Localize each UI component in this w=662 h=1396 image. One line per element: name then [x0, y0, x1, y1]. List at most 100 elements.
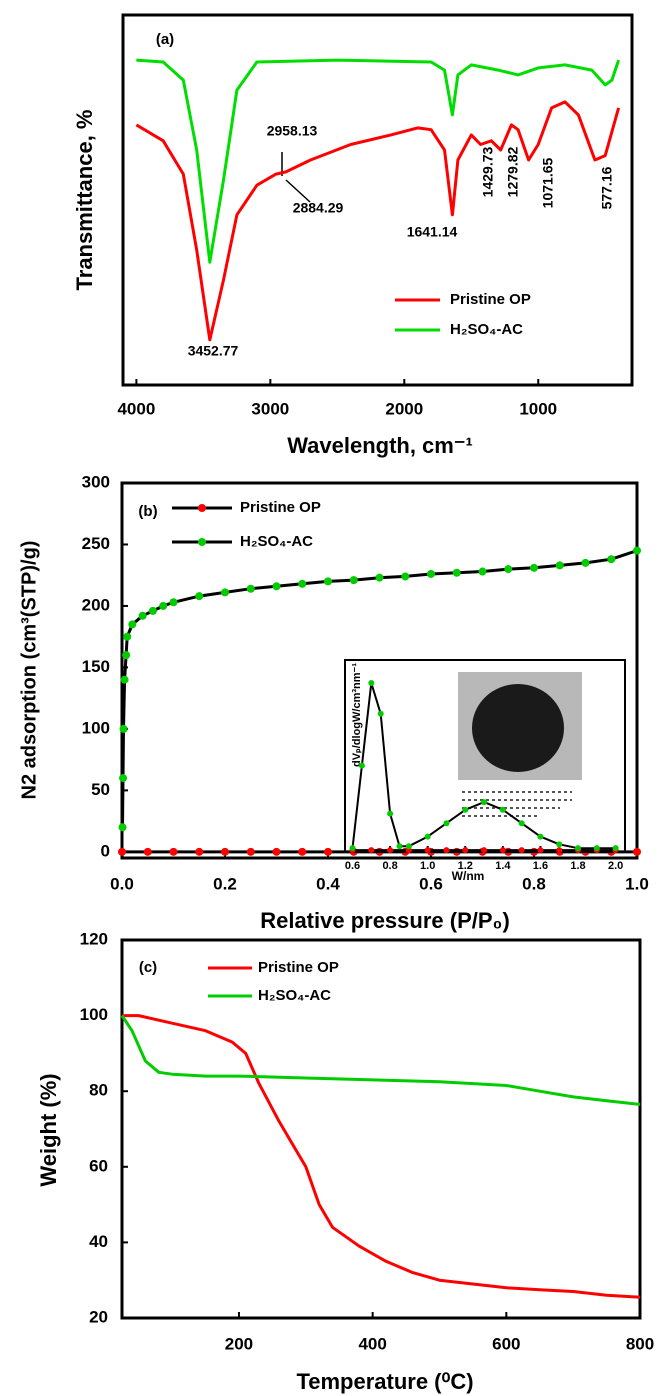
series-marker [581, 558, 590, 567]
x-tick-label: 0.8 [522, 874, 546, 893]
y-tick-label: 100 [80, 1005, 108, 1024]
x-tick-label: 0.0 [110, 874, 134, 893]
series-marker [324, 847, 332, 856]
series-marker [555, 561, 564, 570]
series-marker [499, 847, 506, 854]
series-line [135, 100, 621, 342]
series-marker [246, 847, 255, 856]
y-tick-label: 100 [82, 718, 110, 737]
panel-label: (c) [139, 959, 157, 976]
series-marker [349, 845, 356, 852]
x-axis-label: Relative pressure (P/P₀) [260, 908, 510, 933]
x-tick-label: 0.6 [419, 874, 443, 893]
plot-frame [120, 938, 642, 1320]
series-marker [607, 555, 616, 564]
series-marker [387, 847, 394, 854]
inset-photo-sample [472, 684, 564, 772]
legend-label: H₂SO₄-AC [450, 321, 523, 338]
series-marker [148, 606, 157, 615]
series-marker [349, 576, 358, 585]
series-marker [462, 847, 469, 854]
series-marker [556, 841, 563, 848]
series-marker [443, 820, 450, 827]
series-marker [443, 847, 450, 854]
series-line [136, 58, 621, 264]
peak-annotation: 577.16 [599, 166, 615, 209]
series-marker [128, 620, 137, 629]
x-axis-label: W/nm [452, 869, 485, 883]
series-marker [427, 569, 435, 578]
x-tick-label: 1.0 [420, 860, 435, 872]
series-marker [122, 651, 131, 660]
series-marker [368, 847, 375, 854]
series-marker [556, 847, 563, 854]
series-marker [593, 845, 600, 852]
y-tick-label: 80 [89, 1081, 108, 1100]
x-tick-label: 1.8 [570, 860, 585, 872]
y-tick-label: 250 [82, 534, 110, 553]
x-tick-label: 1000 [519, 399, 557, 418]
series-marker [478, 567, 487, 576]
series-marker [575, 845, 582, 852]
y-axis-label: Weight (%) [36, 1073, 61, 1186]
series-marker [298, 579, 307, 588]
series-marker [159, 601, 168, 610]
series-marker [452, 568, 461, 577]
x-tick-label: 200 [225, 1334, 253, 1353]
y-tick-label: 120 [80, 929, 108, 948]
series-marker [195, 847, 204, 856]
peak-annotation: 2884.29 [293, 200, 344, 216]
series-marker [118, 823, 127, 832]
series-marker [195, 592, 204, 601]
series-marker [633, 847, 641, 856]
x-tick-label: 0.8 [382, 860, 397, 872]
x-tick-label: 800 [626, 1334, 654, 1353]
series-marker [377, 710, 384, 717]
legend-label: Pristine OP [450, 291, 531, 308]
y-tick-label: 40 [89, 1232, 108, 1251]
legend-label: Pristine OP [240, 499, 321, 516]
series-marker [246, 584, 255, 593]
series-marker [424, 847, 431, 854]
series-marker [368, 680, 375, 687]
x-tick-label: 1.6 [533, 860, 548, 872]
series-marker [324, 577, 332, 586]
series-marker [424, 833, 431, 840]
inset-photo-caption [462, 791, 572, 817]
y-tick-label: 20 [89, 1307, 108, 1326]
x-axis-label: Wavelength, cm⁻¹ [287, 433, 473, 458]
series-marker [298, 847, 307, 856]
series-marker [119, 724, 128, 733]
legend-label: H₂SO₄-AC [240, 533, 313, 550]
series-line [351, 682, 616, 850]
series-marker [518, 847, 525, 854]
x-tick-label: 0.4 [316, 874, 340, 893]
series-marker [518, 820, 525, 827]
y-tick-label: 200 [82, 595, 110, 614]
series-marker [120, 675, 129, 684]
series-marker [499, 806, 506, 813]
series-marker [169, 598, 178, 607]
y-tick-label: 60 [89, 1156, 108, 1175]
series-marker [169, 847, 178, 856]
x-tick-label: 0.6 [345, 860, 360, 872]
legend-marker [198, 538, 206, 546]
series-marker [221, 588, 229, 597]
x-tick-label: 600 [492, 1334, 520, 1353]
series-marker [272, 582, 281, 591]
series-marker [123, 632, 132, 641]
series-line [120, 1014, 641, 1106]
series-marker [537, 847, 544, 854]
series-marker [396, 843, 403, 850]
series-line [122, 1014, 641, 1299]
x-tick-label: 4000 [117, 399, 155, 418]
peak-annotation: 1429.73 [480, 146, 496, 197]
x-tick-label: 1.0 [625, 874, 649, 893]
series-marker [138, 611, 147, 620]
y-tick-label: 300 [82, 472, 110, 491]
peak-annotation: 1641.14 [407, 224, 458, 240]
series-marker [405, 843, 412, 850]
plot-frame [120, 481, 639, 860]
x-tick-label: 0.2 [213, 874, 237, 893]
